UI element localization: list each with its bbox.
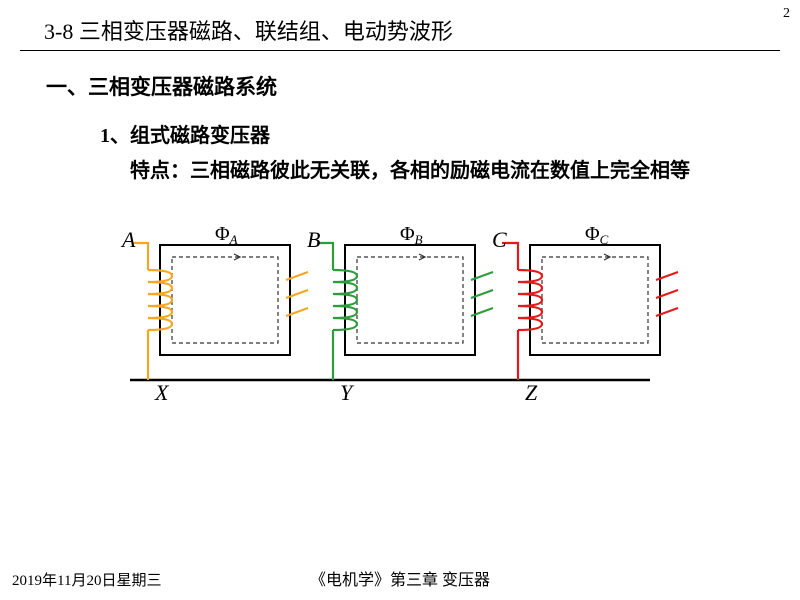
page-number: 2 xyxy=(783,6,790,22)
svg-text:ΦA: ΦA xyxy=(215,223,238,247)
svg-text:A: A xyxy=(120,227,136,252)
svg-text:ΦC: ΦC xyxy=(585,223,609,247)
svg-text:Y: Y xyxy=(340,380,355,405)
svg-text:ΦB: ΦB xyxy=(400,223,423,247)
svg-text:B: B xyxy=(307,227,320,252)
transformer-diagram: ΦA A X ΦB B Y ΦC C Z xyxy=(110,210,760,425)
description: 特点：三相磁路彼此无关联，各相的励磁电流在数值上完全相等 xyxy=(40,158,760,185)
header: 3-8 三相变压器磁路、联结组、电动势波形 xyxy=(20,0,780,51)
sub-heading: 1、组式磁路变压器 xyxy=(40,119,760,148)
svg-text:X: X xyxy=(154,380,170,405)
content: 一、三相变压器磁路系统 1、组式磁路变压器 特点：三相磁路彼此无关联，各相的励磁… xyxy=(0,51,800,445)
footer-center: 《电机学》第三章 变压器 xyxy=(0,566,800,590)
svg-text:C: C xyxy=(492,227,507,252)
svg-text:Z: Z xyxy=(525,380,538,405)
section-heading: 一、三相变压器磁路系统 xyxy=(40,71,760,101)
page-title: 3-8 三相变压器磁路、联结组、电动势波形 xyxy=(44,14,756,46)
